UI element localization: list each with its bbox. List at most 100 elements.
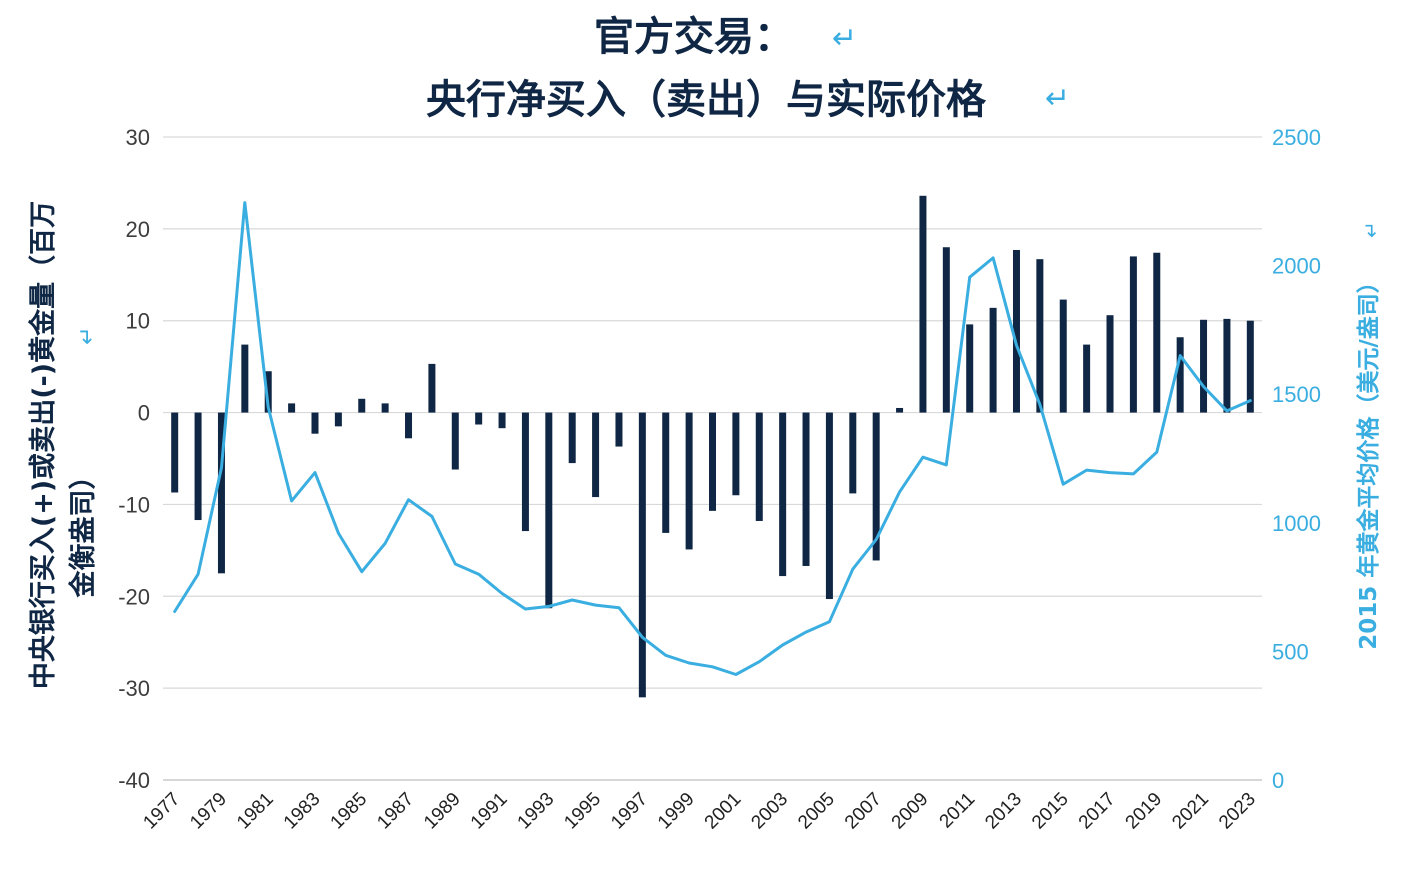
bar-2012	[989, 307, 997, 413]
bar-2010	[942, 247, 950, 413]
bar-series	[171, 195, 1254, 698]
x-tick-label: 1991	[467, 789, 512, 834]
bar-2003	[779, 412, 787, 577]
y-right-tick-label: 2500	[1272, 125, 1321, 150]
bar-1997	[638, 412, 646, 698]
bar-2016	[1083, 344, 1091, 413]
x-tick-label: 2019	[1122, 789, 1167, 834]
bar-2002	[755, 412, 763, 521]
bar-2008	[896, 407, 904, 413]
y-left-tick-label: -10	[118, 492, 150, 517]
bar-1991	[498, 412, 506, 429]
x-tick-label: 1983	[280, 789, 325, 834]
y-left-tick-label: 0	[138, 401, 150, 426]
y-left-tick-label: 20	[126, 217, 150, 242]
ylabel-right: 2015 年黄金平均价格（美元/盎司）	[1355, 270, 1382, 649]
bar-1982	[288, 403, 296, 413]
bar-1978	[194, 412, 202, 521]
ylabel-left-line-1: 中央银行买入(+)或卖出(-)黄金量（百万	[27, 201, 59, 689]
x-tick-label: 2005	[794, 789, 839, 834]
x-tick-label: 2003	[747, 789, 792, 834]
bar-2018	[1129, 256, 1137, 413]
bar-1981	[264, 371, 272, 413]
y-axis-right-ticks: 2500 2000 1500 1000 500 0	[1272, 125, 1321, 793]
bar-1993	[545, 412, 553, 609]
chart-title: 官方交易： ↵ 央行净买入（卖出）与实际价格 ↵	[426, 13, 1070, 123]
x-tick-label: 1987	[373, 789, 418, 834]
y-left-tick-label: 30	[126, 125, 150, 150]
x-tick-label: 2017	[1075, 789, 1120, 834]
bar-1984	[334, 412, 342, 427]
bar-1990	[475, 412, 483, 425]
ylabel-right-group: 2015 年黄金平均价格（美元/盎司） ↵	[1355, 221, 1383, 649]
x-tick-label: 1997	[607, 789, 652, 834]
ylabel-left-line-2: 金衡盎司）	[67, 463, 99, 599]
bar-1986	[381, 403, 389, 413]
bar-1983	[311, 412, 319, 434]
ylabel-left-group: 中央银行买入(+)或卖出(-)黄金量（百万 金衡盎司） ↵	[27, 201, 100, 689]
bar-2017	[1106, 315, 1114, 413]
y-left-tick-label: -30	[118, 676, 150, 701]
bar-2000	[709, 412, 716, 511]
x-tick-label: 1999	[654, 789, 699, 834]
bar-2015	[1059, 299, 1067, 413]
bar-2022	[1223, 318, 1231, 413]
bar-1999	[685, 412, 693, 550]
y-right-tick-label: 500	[1272, 639, 1309, 664]
y-left-tick-label: -40	[118, 768, 150, 793]
x-tick-label: 2001	[701, 789, 746, 834]
x-axis-ticks: 1977 1979 1981 1983 1985 1987 1989 1991 1993 1995…	[139, 789, 1259, 834]
y-right-tick-label: 0	[1272, 768, 1284, 793]
y-axis-left-ticks: 30 20 10 0 -10 -20 -30 -40	[118, 125, 150, 793]
x-tick-label: 2015	[1028, 789, 1073, 834]
bar-2014	[1036, 259, 1044, 413]
x-tick-label: 1985	[327, 789, 372, 834]
bar-2013	[1012, 249, 1020, 413]
bar-1996	[615, 412, 623, 447]
bar-2009	[919, 195, 927, 413]
ylabel-right-return-mark: ↵	[1359, 221, 1383, 238]
y-left-tick-label: -20	[118, 584, 150, 609]
x-tick-label: 2021	[1168, 789, 1213, 834]
bar-1994	[568, 412, 576, 464]
x-tick-label: 2011	[936, 789, 980, 833]
x-tick-label: 2013	[981, 789, 1026, 834]
bar-1977	[171, 412, 179, 493]
bar-2011	[966, 324, 974, 413]
y-right-tick-label: 1500	[1272, 382, 1321, 407]
bar-2004	[802, 412, 810, 566]
bar-2006	[849, 412, 857, 494]
ylabel-left-return-mark: ↵	[75, 327, 100, 345]
y-right-tick-label: 2000	[1272, 254, 1321, 279]
line-series	[173, 201, 1252, 676]
bar-1998	[662, 412, 670, 533]
bar-2001	[732, 412, 740, 496]
bar-1995	[592, 412, 600, 498]
x-tick-label: 1977	[139, 789, 184, 834]
y-right-tick-label: 1000	[1272, 511, 1321, 536]
x-tick-label: 2023	[1215, 789, 1260, 834]
bar-2020	[1176, 337, 1184, 413]
bar-1992	[521, 412, 529, 532]
bar-1988	[428, 363, 436, 413]
x-tick-label: 1989	[420, 789, 465, 834]
bar-2021	[1200, 319, 1208, 413]
x-tick-label: 2007	[841, 789, 886, 834]
bar-2019	[1153, 252, 1161, 413]
bar-2005	[825, 412, 833, 600]
bar-1979	[217, 412, 225, 574]
x-tick-label: 1981	[233, 789, 278, 834]
bar-1989	[451, 412, 459, 470]
bar-1985	[358, 398, 366, 413]
y-left-tick-label: 10	[126, 309, 150, 334]
bar-1980	[241, 344, 249, 413]
chart-title-line-2: 央行净买入（卖出）与实际价格	[426, 76, 987, 123]
bar-2007	[872, 412, 880, 561]
x-tick-label: 1995	[560, 789, 605, 834]
bar-1987	[405, 412, 413, 439]
chart-title-line-1: 官方交易：	[594, 13, 794, 60]
bar-2023	[1246, 320, 1254, 413]
x-tick-label: 1979	[186, 789, 231, 834]
